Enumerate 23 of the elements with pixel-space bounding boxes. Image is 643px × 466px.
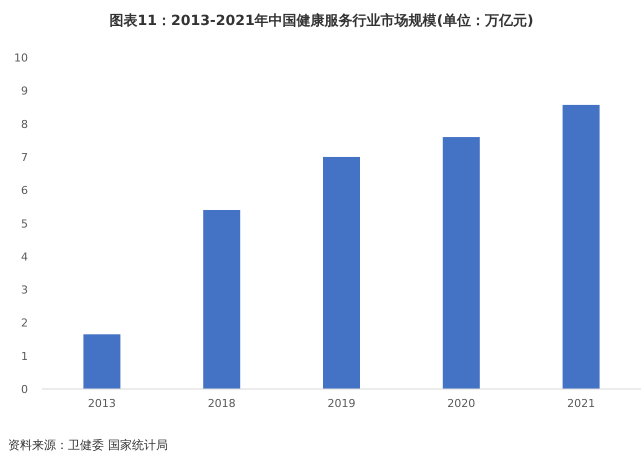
x-tick-label: 2019: [328, 397, 356, 410]
x-tick-label: 2013: [88, 397, 116, 410]
chart-title: 图表11：2013-2021年中国健康服务行业市场规模(单位：万亿元): [109, 12, 534, 29]
y-tick-label: 10: [14, 52, 28, 64]
y-tick-label: 3: [21, 284, 28, 297]
text: 资料来源：卫健委 国家统计局: [8, 438, 168, 452]
y-tick-label: 2: [21, 316, 28, 330]
y-tick-label: 6: [21, 184, 28, 198]
x-tick-label: 2018: [208, 397, 236, 410]
bar: [203, 210, 240, 389]
bar: [562, 104, 600, 389]
bar: [442, 137, 480, 389]
y-tick-label: 0: [21, 383, 28, 396]
bar: [83, 334, 120, 389]
y-tick-label: 9: [21, 84, 28, 98]
y-tick-label: 7: [21, 150, 28, 164]
y-tick-label: 4: [21, 250, 28, 264]
y-tick-label: 8: [21, 118, 28, 131]
bar: [323, 156, 360, 389]
x-tick-label: 2020: [447, 397, 476, 410]
x-tick-label: 2021: [567, 397, 596, 410]
y-tick-label: 1: [21, 350, 28, 363]
y-tick-label: 5: [21, 217, 28, 230]
